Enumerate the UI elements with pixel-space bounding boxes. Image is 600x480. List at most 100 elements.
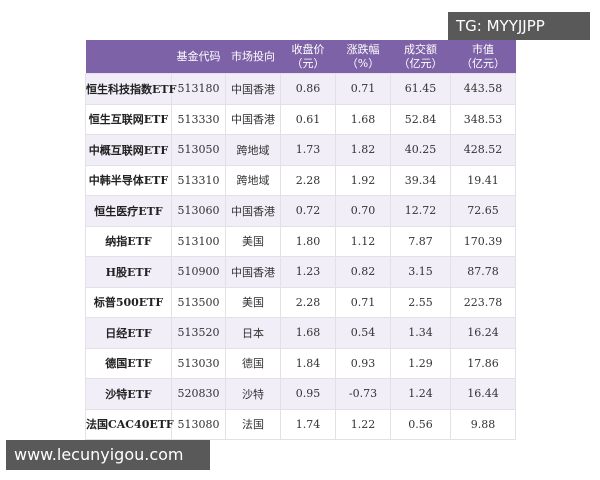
cell: 39.34 <box>390 164 451 196</box>
cell: 7.87 <box>390 225 451 257</box>
cell: 9.88 <box>450 408 516 440</box>
table-row: 标普500ETF 513500 美国 2.28 0.71 2.55 223.78 <box>85 286 516 318</box>
cell: 72.65 <box>450 195 516 227</box>
cell: 40.25 <box>390 134 451 166</box>
fund-name: 恒生互联网ETF <box>85 103 172 135</box>
cell: 中国香港 <box>225 256 281 288</box>
table-row: 恒生医疗ETF 513060 中国香港 0.72 0.70 12.72 72.65 <box>85 195 516 227</box>
cell: 443.58 <box>450 73 516 105</box>
cell: 法国 <box>225 408 281 440</box>
fund-name: 恒生科技指数ETF <box>85 73 176 105</box>
table-row: 恒生科技指数ETF 513180 中国香港 0.86 0.71 61.45 443.58 <box>85 73 516 105</box>
cell: 513050 <box>171 134 226 166</box>
cell: 510900 <box>171 256 226 288</box>
cell: 美国 <box>225 286 281 318</box>
fund-name: 中韩半导体ETF <box>85 164 172 196</box>
table-row: H股ETF 510900 中国香港 1.23 0.82 3.15 87.78 <box>85 256 516 288</box>
header-cell: 市值 （亿元） <box>450 40 516 74</box>
header-cell: 涨跌幅 （%） <box>335 40 391 74</box>
header-cell <box>85 40 172 74</box>
cell: 2.55 <box>390 286 451 318</box>
cell: 1.82 <box>335 134 391 166</box>
fund-name: 德国ETF <box>85 347 172 379</box>
cell: -0.73 <box>335 378 391 410</box>
header-cell: 基金代码 <box>171 40 226 74</box>
cell: 1.23 <box>280 256 336 288</box>
table-row: 沙特ETF 520830 沙特 0.95 -0.73 1.24 16.44 <box>85 378 516 410</box>
fund-name: 中概互联网ETF <box>85 134 172 166</box>
cell: 520830 <box>171 378 226 410</box>
cell: 美国 <box>225 225 281 257</box>
cell: 513520 <box>171 317 226 349</box>
table-row: 法国CAC40ETF 513080 法国 1.74 1.22 0.56 9.88 <box>85 408 516 440</box>
cell: 428.52 <box>450 134 516 166</box>
cell: 0.71 <box>335 73 391 105</box>
header-row: 基金代码 市场投向 收盘价 （元） 涨跌幅 （%） 成交额 （亿元） 市值 （亿元） <box>85 40 516 74</box>
cell: 0.61 <box>280 103 336 135</box>
cell: 0.93 <box>335 347 391 379</box>
cell: 513060 <box>171 195 226 227</box>
cell: 16.44 <box>450 378 516 410</box>
cell: 1.73 <box>280 134 336 166</box>
cell: 87.78 <box>450 256 516 288</box>
header-cell: 成交额 （亿元） <box>390 40 451 74</box>
cell: 0.82 <box>335 256 391 288</box>
fund-name: 恒生医疗ETF <box>85 195 172 227</box>
cell: 0.70 <box>335 195 391 227</box>
cell: 513080 <box>171 408 226 440</box>
cell: 0.54 <box>335 317 391 349</box>
cell: 1.12 <box>335 225 391 257</box>
cell: 12.72 <box>390 195 451 227</box>
cell: 2.28 <box>280 164 336 196</box>
watermark: www.lecunyigou.com <box>6 440 210 470</box>
table-row: 恒生互联网ETF 513330 中国香港 0.61 1.68 52.84 348.53 <box>85 103 516 135</box>
table-row: 中韩半导体ETF 513310 跨地域 2.28 1.92 39.34 19.41 <box>85 164 516 196</box>
cell: 513500 <box>171 286 226 318</box>
cell: 1.74 <box>280 408 336 440</box>
table-row: 德国ETF 513030 德国 1.84 0.93 1.29 17.86 <box>85 347 516 379</box>
cell: 17.86 <box>450 347 516 379</box>
cell: 0.95 <box>280 378 336 410</box>
cell: 1.22 <box>335 408 391 440</box>
cell: 中国香港 <box>225 73 281 105</box>
cell: 348.53 <box>450 103 516 135</box>
cell: 0.71 <box>335 286 391 318</box>
fund-name: H股ETF <box>85 256 172 288</box>
cell: 0.86 <box>280 73 336 105</box>
cell: 跨地域 <box>225 164 281 196</box>
cell: 513330 <box>171 103 226 135</box>
cell: 1.80 <box>280 225 336 257</box>
table-body: 恒生科技指数ETF 513180 中国香港 0.86 0.71 61.45 443.58 恒生… <box>85 73 516 440</box>
fund-name: 法国CAC40ETF <box>85 408 174 440</box>
cell: 513030 <box>171 347 226 379</box>
etf-table: 基金代码 市场投向 收盘价 （元） 涨跌幅 （%） 成交额 （亿元） 市值 （亿元） 恒生… <box>85 40 516 440</box>
header-cell: 市场投向 <box>225 40 281 74</box>
cell: 0.56 <box>390 408 451 440</box>
fund-name: 纳指ETF <box>85 225 172 257</box>
cell: 跨地域 <box>225 134 281 166</box>
cell: 1.84 <box>280 347 336 379</box>
cell: 日本 <box>225 317 281 349</box>
table-row: 日经ETF 513520 日本 1.68 0.54 1.34 16.24 <box>85 317 516 349</box>
cell: 513310 <box>171 164 226 196</box>
cell: 16.24 <box>450 317 516 349</box>
cell: 61.45 <box>390 73 451 105</box>
cell: 513180 <box>171 73 226 105</box>
cell: 170.39 <box>450 225 516 257</box>
cell: 1.24 <box>390 378 451 410</box>
cell: 沙特 <box>225 378 281 410</box>
cell: 1.34 <box>390 317 451 349</box>
cell: 0.72 <box>280 195 336 227</box>
cell: 中国香港 <box>225 103 281 135</box>
cell: 223.78 <box>450 286 516 318</box>
fund-name: 日经ETF <box>85 317 172 349</box>
table-row: 纳指ETF 513100 美国 1.80 1.12 7.87 170.39 <box>85 225 516 257</box>
cell: 德国 <box>225 347 281 379</box>
cell: 3.15 <box>390 256 451 288</box>
fund-name: 沙特ETF <box>85 378 172 410</box>
cell: 1.68 <box>280 317 336 349</box>
cell: 1.68 <box>335 103 391 135</box>
cell: 1.29 <box>390 347 451 379</box>
cell: 中国香港 <box>225 195 281 227</box>
